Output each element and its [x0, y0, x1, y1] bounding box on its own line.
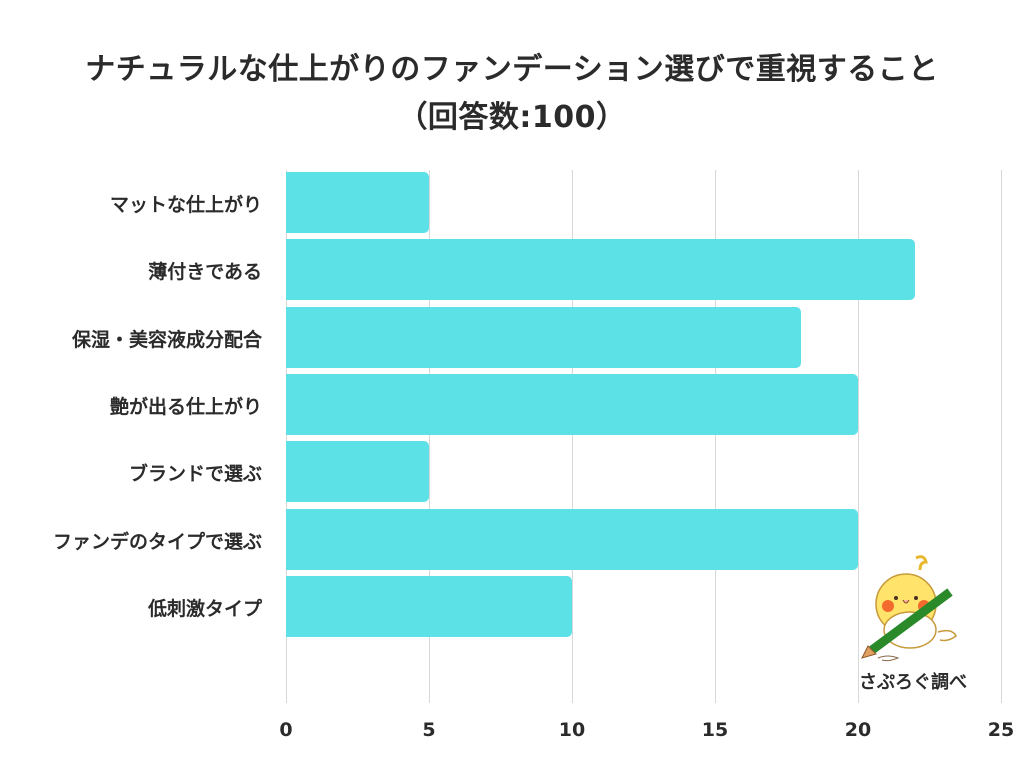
- x-tick-label: 20: [844, 719, 872, 741]
- gridline: [572, 170, 573, 703]
- plot-area: [286, 170, 1002, 703]
- y-category-label: ブランドで選ぶ: [128, 463, 262, 486]
- gridline: [1001, 170, 1002, 703]
- y-category-label: ファンデのタイプで選ぶ: [52, 530, 262, 553]
- bird-mascot-icon: [858, 552, 968, 662]
- y-category-label: マットな仕上がり: [109, 194, 262, 216]
- bar: [286, 172, 429, 233]
- bar: [286, 306, 801, 368]
- source-credit: さぷろぐ調べ: [859, 672, 967, 693]
- chart-subtitle: （回答数:100）: [397, 100, 627, 135]
- bar: [286, 575, 572, 637]
- x-tick-label: 25: [987, 719, 1015, 741]
- bar: [286, 373, 858, 435]
- bar: [286, 239, 916, 301]
- gridline: [858, 170, 859, 703]
- x-tick-label: 10: [558, 719, 586, 741]
- bar: [286, 508, 858, 570]
- gridline: [286, 170, 287, 703]
- y-category-label: 艶が出る仕上がり: [109, 395, 262, 418]
- x-tick-label: 5: [422, 719, 436, 741]
- y-category-label: 低刺激タイプ: [147, 597, 262, 620]
- bar: [286, 441, 429, 503]
- y-category-label: 保湿・美容液成分配合: [71, 328, 262, 351]
- y-category-label: 薄付きである: [148, 261, 262, 284]
- gridline: [429, 170, 430, 703]
- gridline: [715, 170, 716, 703]
- x-tick-label: 0: [279, 719, 293, 741]
- x-tick-label: 15: [701, 719, 729, 741]
- chart-title: ナチュラルな仕上がりのファンデーション選びで重視すること: [85, 52, 939, 87]
